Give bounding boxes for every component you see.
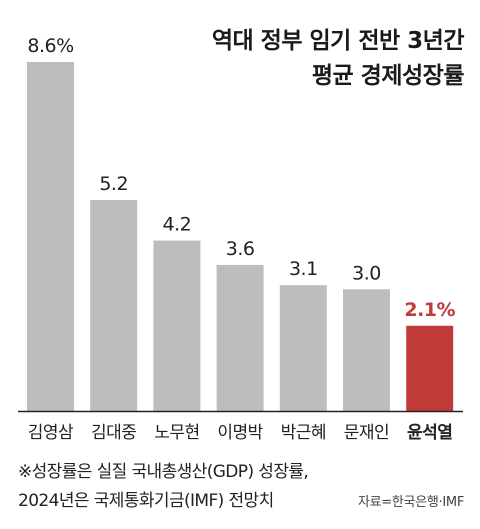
category-label-0: 김영삼: [28, 423, 74, 443]
bar-3: [216, 264, 264, 411]
bar-0: [27, 62, 74, 411]
bar-value-label-6: 2.1%: [404, 299, 455, 321]
source-label: 자료=한국은행·IMF: [357, 495, 464, 510]
footnote: ※성장률은 실질 국내총생산(GDP) 성장률, 2024년은 국제통화기금(I…: [18, 458, 309, 516]
bar-value-label-2: 4.2: [163, 214, 192, 236]
category-label-5: 문재인: [344, 423, 389, 443]
category-label-6: 윤석열: [407, 423, 452, 443]
bar-5: [343, 289, 390, 411]
bar-value-label-5: 3.0: [352, 262, 381, 284]
bar-4: [279, 285, 327, 411]
bar-value-label-3: 3.6: [226, 238, 255, 260]
bar-1: [90, 199, 138, 411]
chart-title-line1: 역대 정부 임기 전반 3년간: [211, 28, 465, 54]
bar-value-label-0: 8.6%: [27, 35, 73, 57]
category-label-4: 박근혜: [281, 423, 326, 443]
category-label-2: 노무현: [154, 423, 199, 443]
chart-title-line2: 평균 경제성장률: [311, 63, 465, 89]
bar-value-label-1: 5.2: [99, 173, 128, 195]
footnote-line1: ※성장률은 실질 국내총생산(GDP) 성장률,: [18, 462, 309, 482]
category-label-3: 이명박: [217, 423, 263, 443]
footnote-line2: 2024년은 국제통화기금(IMF) 전망치: [18, 491, 274, 511]
chart-title: 역대 정부 임기 전반 3년간 평균 경제성장률: [211, 24, 465, 94]
bar-6: [406, 325, 454, 411]
bar-chart: 8.6% 김영삼 5.2 김대중 4.2 노무현 3.6 이명박 3.1 박근혜 3.0 문재인 2.1…: [18, 35, 463, 443]
bar-2: [153, 240, 201, 411]
bar-value-label-4: 3.1: [289, 258, 318, 280]
category-label-1: 김대중: [91, 423, 136, 443]
